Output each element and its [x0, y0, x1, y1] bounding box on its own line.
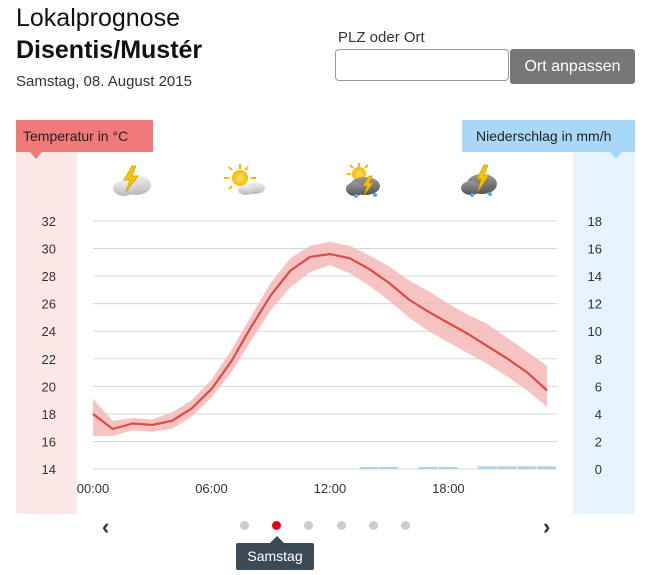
temperature-axis-label: Temperatur in °C	[16, 120, 153, 152]
location-name: Disentis/Mustér	[16, 36, 203, 64]
precipitation-bar	[497, 466, 517, 469]
pager-dot-active[interactable]	[271, 521, 281, 530]
precipitation-bar	[517, 466, 537, 469]
y-tick-label-right: 6	[595, 379, 602, 394]
y-tick-label-right: 10	[588, 324, 602, 339]
location-search-input[interactable]	[335, 49, 509, 81]
thunderstorm-cloudy-icon	[113, 165, 151, 196]
search-label: PLZ oder Ort	[338, 29, 425, 46]
active-day-tooltip: Samstag	[236, 543, 314, 570]
y-tick-label-left: 32	[42, 214, 56, 229]
temperature-label-pointer	[30, 152, 42, 159]
x-tick-label: 18:00	[432, 481, 465, 496]
pager-dot[interactable]	[336, 521, 346, 530]
temperature-axis-band	[16, 152, 77, 514]
next-day-icon[interactable]: ›	[543, 514, 551, 539]
precipitation-label-pointer	[610, 152, 622, 159]
y-tick-label-left: 14	[42, 462, 56, 477]
y-tick-label-left: 28	[42, 269, 56, 284]
thunder-rain-cloud-icon	[461, 164, 497, 197]
sun-thunder-rain-icon	[346, 163, 380, 198]
precipitation-bar	[478, 466, 497, 469]
y-tick-label-right: 4	[595, 407, 602, 422]
precipitation-bar	[418, 466, 438, 469]
y-tick-label-right: 12	[588, 297, 602, 312]
precipitation-axis-band	[573, 152, 635, 514]
precipitation-bar	[438, 466, 458, 469]
sun-cloud-icon	[224, 164, 265, 195]
precipitation-bar	[359, 466, 379, 469]
y-tick-label-left: 20	[42, 379, 56, 394]
x-tick-label: 00:00	[77, 481, 110, 496]
day-tooltip-pointer	[270, 536, 284, 543]
pager-dot[interactable]	[400, 521, 410, 530]
precipitation-axis-label: Niederschlag in mm/h	[462, 120, 635, 152]
temperature-range-band	[93, 241, 548, 436]
y-tick-label-left: 30	[42, 242, 56, 257]
y-tick-label-right: 0	[595, 462, 602, 477]
forecast-date: Samstag, 08. August 2015	[16, 73, 192, 90]
pager-dot[interactable]	[303, 521, 313, 530]
y-tick-label-right: 14	[588, 269, 602, 284]
pager-dot[interactable]	[239, 521, 249, 530]
y-tick-label-right: 8	[595, 352, 602, 367]
y-tick-label-left: 16	[42, 434, 56, 449]
previous-day-icon[interactable]: ‹	[102, 514, 110, 539]
y-tick-label-left: 26	[42, 297, 56, 312]
y-tick-label-left: 24	[42, 324, 56, 339]
y-tick-label-right: 18	[588, 214, 602, 229]
temperature-line	[92, 253, 548, 431]
y-tick-label-left: 22	[42, 352, 56, 367]
x-tick-label: 06:00	[195, 481, 228, 496]
x-tick-label: 12:00	[314, 481, 347, 496]
precipitation-bar	[537, 466, 556, 469]
y-tick-label-left: 18	[42, 407, 56, 422]
y-tick-label-right: 16	[588, 242, 602, 257]
change-location-button[interactable]: Ort anpassen	[510, 49, 635, 84]
precipitation-bar	[379, 466, 399, 469]
pager-dot[interactable]	[368, 521, 378, 530]
page-title: Lokalprognose	[16, 4, 181, 32]
y-tick-label-right: 2	[595, 434, 602, 449]
